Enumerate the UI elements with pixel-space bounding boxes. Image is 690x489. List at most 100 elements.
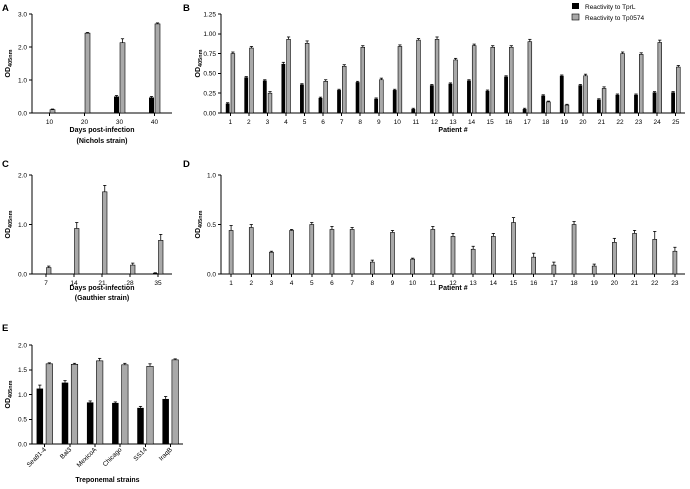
- bar: [450, 236, 456, 275]
- bar: [370, 261, 375, 275]
- bar: [490, 46, 495, 114]
- x-tick-label: 28: [126, 280, 134, 287]
- panel-letter-a: A: [2, 3, 9, 14]
- bar: [620, 53, 625, 114]
- x-tick-label: 18: [542, 119, 550, 126]
- x-tick-label: IraqB: [158, 446, 174, 462]
- bar: [379, 79, 384, 114]
- x-tick-label: Bal3: [59, 446, 73, 460]
- x-tick-label: 22: [616, 119, 624, 126]
- x-tick-label: 35: [154, 280, 162, 287]
- bar: [430, 229, 436, 275]
- bar: [504, 76, 508, 113]
- y-axis-label: OD405nm: [5, 210, 14, 238]
- x-tick-label: 5: [303, 119, 307, 126]
- y-tick-label: 0.5: [207, 222, 216, 229]
- x-tick-label: 10: [46, 119, 54, 126]
- bar: [434, 39, 440, 114]
- x-tick-label: 2: [249, 280, 253, 287]
- x-axis-sublabel: (Gauthier strain): [75, 295, 129, 302]
- bar: [286, 39, 291, 114]
- x-tick-label: 4: [290, 280, 294, 287]
- bar: [244, 77, 249, 113]
- x-tick-label: 8: [358, 119, 362, 126]
- y-tick-label: 0.0: [207, 271, 216, 278]
- x-tick-label: 14: [468, 119, 476, 126]
- x-tick-label: 10: [394, 119, 402, 126]
- y-tick-label: 0.50: [203, 71, 216, 78]
- x-tick-label: 4: [284, 119, 288, 126]
- panel-letter-c: C: [2, 159, 9, 170]
- x-tick-label: 7: [44, 280, 48, 287]
- x-tick-label: 21: [598, 119, 606, 126]
- y-tick-label: 2.0: [18, 342, 27, 349]
- y-tick-label: 2.0: [18, 44, 27, 51]
- legend-swatch-tp0574: [571, 13, 580, 21]
- legend-label-tprl: Reactivity to TprL: [585, 4, 636, 11]
- bar: [374, 98, 379, 113]
- x-axis-label: Days post-infection: [70, 285, 135, 292]
- bar: [337, 90, 341, 113]
- bar: [49, 109, 56, 114]
- bar: [281, 63, 286, 113]
- y-tick-label: 1.0: [18, 77, 27, 84]
- bar: [342, 65, 347, 114]
- x-tick-label: 13: [449, 119, 457, 126]
- bar: [248, 227, 254, 275]
- bar: [269, 251, 274, 275]
- bar: [546, 101, 551, 114]
- bar: [130, 264, 136, 275]
- bar: [491, 236, 496, 275]
- bar: [632, 233, 637, 275]
- bar: [153, 273, 158, 274]
- x-tick-label: 18: [570, 280, 578, 287]
- x-tick-label: 21: [98, 280, 106, 287]
- y-axis-label: OD405nm: [5, 380, 14, 408]
- x-axis-label: Patient #: [438, 285, 467, 292]
- bar: [411, 109, 416, 113]
- x-tick-label: 17: [550, 280, 558, 287]
- bar: [571, 224, 577, 275]
- bar: [171, 359, 179, 445]
- x-tick-label: 7: [340, 119, 344, 126]
- x-tick-label: 12: [431, 119, 439, 126]
- bar: [162, 398, 169, 444]
- x-tick-label: 7: [350, 280, 354, 287]
- bar: [638, 54, 644, 114]
- bar: [46, 267, 52, 275]
- bar: [45, 363, 53, 445]
- bar: [583, 75, 588, 114]
- x-tick-label: 19: [561, 119, 569, 126]
- bar: [300, 84, 304, 113]
- y-tick-label: 0.0: [18, 110, 27, 117]
- y-tick-label: 0.0: [18, 271, 27, 278]
- y-tick-label: 1.0: [18, 222, 27, 229]
- bar: [262, 80, 267, 113]
- bar: [522, 109, 527, 113]
- x-tick-label: 16: [505, 119, 513, 126]
- panel-c-chart: 0.0 1.0 2.0 OD405nm 7 14 21 28 35 Days post-infec…: [5, 172, 172, 302]
- bar: [634, 94, 638, 113]
- bar: [360, 46, 365, 114]
- bar: [309, 224, 315, 275]
- bar: [559, 75, 564, 113]
- bar: [511, 222, 516, 275]
- x-tick-label: 16: [530, 280, 538, 287]
- bar: [591, 265, 597, 275]
- bar: [470, 248, 476, 275]
- y-tick-label: 1.00: [203, 31, 216, 38]
- bar: [615, 94, 620, 113]
- x-tick-label: 6: [321, 119, 325, 126]
- x-tick-label: 22: [651, 280, 659, 287]
- x-axis-label: Treponemal strains: [75, 477, 139, 484]
- bar: [149, 97, 154, 113]
- x-tick-label: 12: [449, 280, 457, 287]
- bar: [112, 402, 119, 444]
- bar: [578, 85, 583, 113]
- bar: [70, 364, 79, 445]
- bar: [249, 47, 254, 114]
- panel-letter-e: E: [2, 323, 8, 334]
- x-tick-label: 23: [635, 119, 643, 126]
